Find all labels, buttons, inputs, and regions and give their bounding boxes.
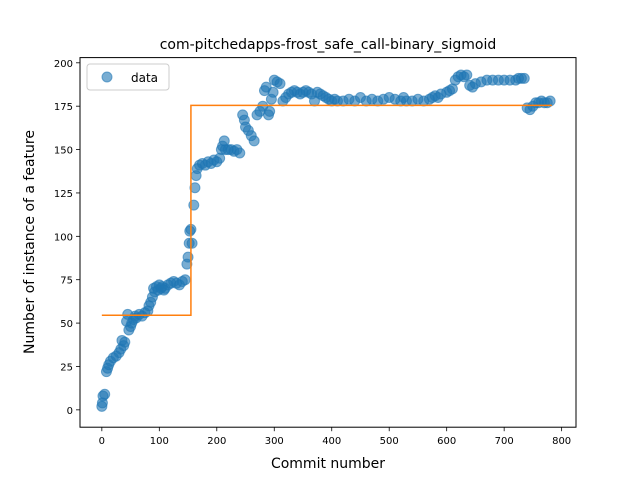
x-ticks: 0 100 200 300 400 500 600 700 800: [99, 427, 571, 447]
y-axis-label: Number of instance of a feature: [22, 130, 38, 354]
x-tick-label: 200: [207, 436, 226, 447]
legend-label-data: data: [131, 71, 158, 85]
data-point: [119, 336, 131, 348]
y-tick-label: 125: [54, 189, 73, 200]
y-tick-label: 200: [54, 59, 73, 70]
data-point: [189, 182, 201, 194]
data-point: [274, 78, 286, 90]
data-point: [544, 95, 556, 107]
y-tick-label: 150: [54, 146, 73, 157]
x-tick-label: 100: [150, 436, 169, 447]
y-tick-label: 175: [54, 102, 73, 113]
plot-series-layer: [96, 69, 556, 412]
x-axis-label: Commit number: [271, 456, 385, 472]
data-point: [179, 274, 191, 286]
chart-title: com-pitchedapps-frost_safe_call-binary_s…: [160, 37, 497, 53]
fit-line: [101, 104, 552, 317]
y-tick-label: 25: [60, 362, 73, 373]
x-tick-label: 300: [265, 436, 284, 447]
y-tick-label: 0: [67, 406, 73, 417]
data-point: [99, 388, 111, 400]
legend-marker-data: [101, 71, 113, 83]
x-tick-label: 500: [380, 436, 399, 447]
x-tick-label: 700: [495, 436, 514, 447]
legend-box: [86, 63, 170, 91]
plot-frame: [79, 57, 577, 428]
x-tick-label: 400: [322, 436, 341, 447]
x-tick-label: 0: [99, 436, 105, 447]
y-ticks: 0 25 50 75 100 125 150 175 200: [54, 59, 80, 417]
legend: data: [86, 63, 170, 91]
data-point: [461, 69, 473, 81]
data-point: [234, 147, 246, 159]
data-point: [267, 86, 279, 98]
y-tick-label: 75: [60, 276, 73, 287]
data-point: [264, 105, 276, 117]
y-tick-label: 50: [60, 319, 73, 330]
y-tick-label: 100: [54, 232, 73, 243]
x-tick-label: 800: [552, 436, 571, 447]
data-point: [186, 237, 198, 249]
data-point: [518, 72, 530, 84]
data-point: [248, 135, 260, 147]
x-tick-label: 600: [437, 436, 456, 447]
